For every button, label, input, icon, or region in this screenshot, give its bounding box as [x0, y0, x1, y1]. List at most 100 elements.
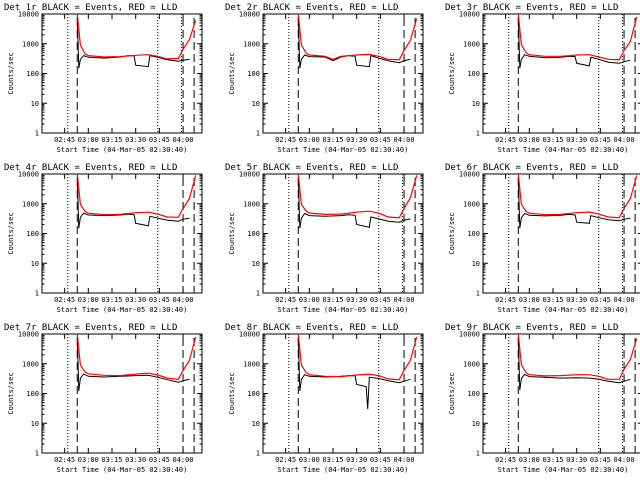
y-axis-label: Counts/sec — [228, 372, 236, 414]
x-tick-label: 03:30 — [566, 296, 587, 304]
chart-title: Det 8r BLACK = Events, RED = LLD — [225, 323, 398, 333]
y-tick-label: 100 — [26, 390, 39, 398]
x-tick-label: 03:15 — [322, 136, 343, 144]
y-tick-label: 1 — [35, 130, 39, 138]
y-tick-label: 1000 — [243, 360, 260, 368]
plot-frame — [482, 13, 640, 134]
x-tick-label: 03:00 — [519, 456, 540, 464]
chart-title: Det 1r BLACK = Events, RED = LLD — [4, 3, 177, 13]
y-tick-label: 1 — [476, 450, 480, 458]
x-tick-label: 03:15 — [101, 136, 122, 144]
y-axis-label: Counts/sec — [228, 212, 236, 254]
x-tick-label: 03:00 — [299, 296, 320, 304]
detector-chart-6: Det 6r BLACK = Events, RED = LLD 1 10 100 10… — [445, 163, 640, 314]
y-tick-label: 1 — [476, 290, 480, 298]
y-tick-label: 10 — [31, 260, 39, 268]
x-axis-label: Start Time (04-Mar-05 02:30:40) — [498, 306, 629, 314]
y-tick-label: 100 — [467, 390, 480, 398]
series-line-events — [517, 176, 631, 229]
series-line-lld — [297, 334, 418, 381]
x-tick-label: 04:00 — [173, 456, 194, 464]
detector-chart-8: Det 8r BLACK = Events, RED = LLD 1 10 100 10… — [225, 323, 424, 474]
chart-title: Det 4r BLACK = Events, RED = LLD — [4, 163, 177, 173]
detector-chart-7: Det 7r BLACK = Events, RED = LLD 1 10 100 10… — [4, 323, 203, 474]
series-line-events — [297, 16, 411, 69]
x-tick-label: 02:45 — [495, 296, 516, 304]
series-line-events — [517, 336, 631, 391]
y-tick-label: 1000 — [22, 200, 39, 208]
x-tick-label: 03:15 — [322, 456, 343, 464]
y-axis-label: Counts/sec — [448, 372, 456, 414]
y-tick-label: 10000 — [239, 331, 260, 339]
x-tick-label: 02:45 — [54, 296, 75, 304]
series-line-lld — [76, 14, 197, 60]
x-axis-label: Start Time (04-Mar-05 02:30:40) — [278, 146, 409, 154]
y-tick-label: 100 — [247, 390, 260, 398]
x-tick-label: 04:00 — [394, 136, 415, 144]
x-tick-label: 03:15 — [542, 136, 563, 144]
y-tick-label: 10 — [31, 100, 39, 108]
x-tick-label: 03:45 — [149, 456, 170, 464]
x-tick-label: 04:00 — [394, 296, 415, 304]
y-tick-label: 1000 — [243, 200, 260, 208]
series-line-events — [297, 176, 411, 229]
y-axis-label: Counts/sec — [448, 212, 456, 254]
series-line-events — [297, 336, 411, 410]
x-tick-label: 03:45 — [370, 136, 391, 144]
y-tick-label: 10 — [472, 420, 480, 428]
plot-frame — [41, 13, 203, 134]
x-tick-label: 03:30 — [566, 136, 587, 144]
plot-frame — [482, 333, 640, 454]
series-line-events — [76, 336, 190, 392]
series-line-events — [76, 176, 190, 229]
x-tick-label: 04:00 — [394, 456, 415, 464]
x-tick-label: 03:00 — [519, 296, 540, 304]
y-tick-label: 100 — [26, 230, 39, 238]
y-tick-label: 1 — [256, 450, 260, 458]
y-axis-label: Counts/sec — [7, 52, 15, 94]
y-axis-label: Counts/sec — [448, 52, 456, 94]
series-line-lld — [517, 174, 638, 219]
y-tick-label: 10000 — [18, 171, 39, 179]
detector-chart-2: Det 2r BLACK = Events, RED = LLD 1 10 100 10… — [225, 3, 424, 154]
x-tick-label: 04:00 — [614, 296, 635, 304]
y-tick-label: 10000 — [459, 331, 480, 339]
x-tick-label: 03:15 — [322, 296, 343, 304]
x-tick-label: 02:45 — [275, 456, 296, 464]
x-tick-label: 03:15 — [101, 456, 122, 464]
plot-frame — [262, 333, 424, 454]
y-tick-label: 100 — [467, 70, 480, 78]
x-tick-label: 03:15 — [542, 456, 563, 464]
x-tick-label: 02:45 — [495, 456, 516, 464]
y-axis-label: Counts/sec — [228, 52, 236, 94]
plot-frame — [41, 333, 203, 454]
x-tick-label: 03:15 — [101, 296, 122, 304]
x-axis-label: Start Time (04-Mar-05 02:30:40) — [278, 466, 409, 474]
y-tick-label: 10000 — [459, 11, 480, 19]
x-tick-label: 04:00 — [614, 456, 635, 464]
y-tick-label: 10 — [252, 420, 260, 428]
x-tick-label: 03:45 — [149, 136, 170, 144]
y-tick-label: 10000 — [239, 171, 260, 179]
series-line-events — [517, 16, 631, 69]
x-tick-label: 03:00 — [78, 456, 99, 464]
y-tick-label: 1000 — [22, 40, 39, 48]
detector-chart-1: Det 1r BLACK = Events, RED = LLD 1 10 100 10… — [4, 3, 203, 154]
y-axis-label: Counts/sec — [7, 372, 15, 414]
y-tick-label: 10 — [472, 260, 480, 268]
y-tick-label: 100 — [247, 230, 260, 238]
x-axis-label: Start Time (04-Mar-05 02:30:40) — [57, 146, 188, 154]
x-axis-label: Start Time (04-Mar-05 02:30:40) — [498, 466, 629, 474]
y-tick-label: 1000 — [463, 360, 480, 368]
chart-title: Det 5r BLACK = Events, RED = LLD — [225, 163, 398, 173]
x-axis-label: Start Time (04-Mar-05 02:30:40) — [278, 306, 409, 314]
y-tick-label: 1000 — [243, 40, 260, 48]
x-tick-label: 03:45 — [370, 296, 391, 304]
chart-title: Det 6r BLACK = Events, RED = LLD — [445, 163, 618, 173]
x-tick-label: 03:00 — [299, 456, 320, 464]
y-tick-label: 1 — [256, 290, 260, 298]
detector-chart-5: Det 5r BLACK = Events, RED = LLD 1 10 100 10… — [225, 163, 424, 314]
detector-chart-4: Det 4r BLACK = Events, RED = LLD 1 10 100 10… — [4, 163, 203, 314]
x-tick-label: 02:45 — [275, 136, 296, 144]
